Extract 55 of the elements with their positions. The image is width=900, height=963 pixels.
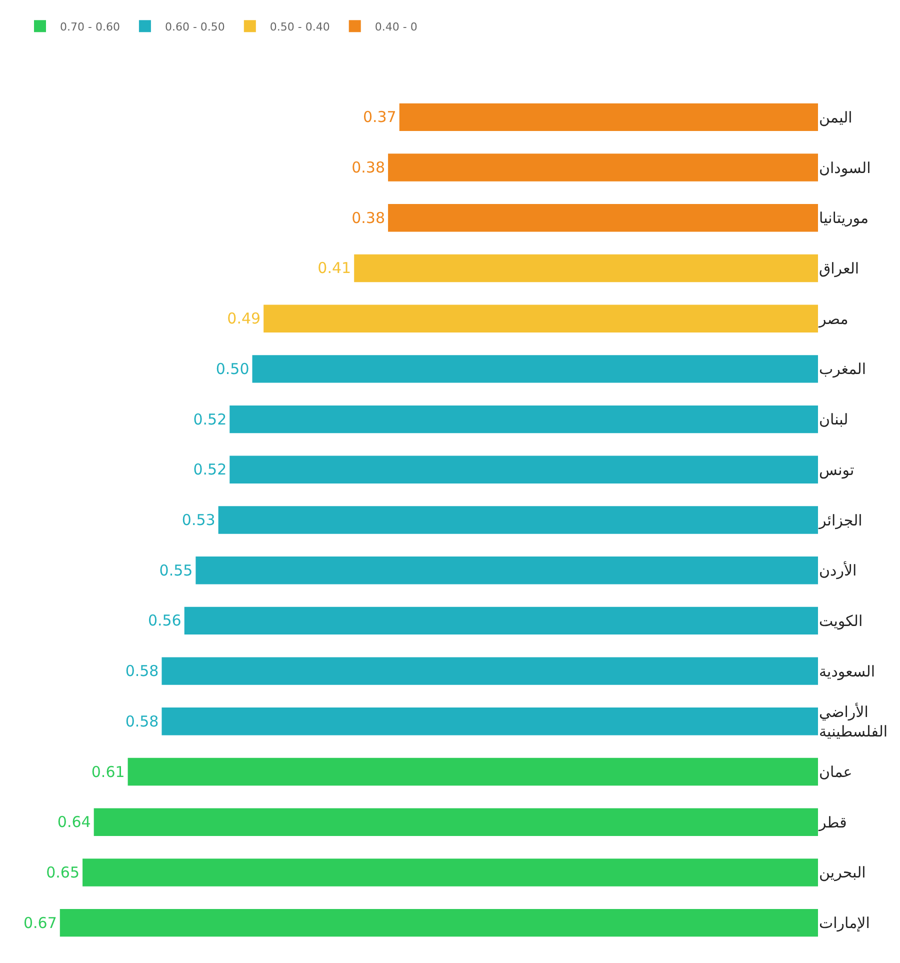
data-label: 0.56: [148, 612, 182, 630]
bar: [399, 103, 818, 132]
y-tick-label: الأردن: [819, 560, 857, 580]
y-tick-label: مصر: [818, 310, 848, 328]
y-tick-label: اليمن: [819, 108, 852, 126]
data-label: 0.52: [193, 460, 227, 479]
y-tick-label: الإمارات: [819, 914, 870, 932]
bar: [388, 154, 818, 182]
bar: [162, 657, 818, 685]
y-tick-label: الجزائر: [818, 511, 862, 530]
bar: [128, 758, 818, 786]
data-label: 0.55: [159, 561, 193, 580]
bar: [60, 908, 818, 937]
bar: [252, 355, 818, 383]
bar: [82, 858, 818, 886]
data-label: 0.41: [318, 259, 352, 278]
data-label: 0.61: [91, 762, 125, 781]
data-label: 0.65: [46, 863, 80, 882]
y-tick-label: لبنان: [819, 410, 848, 429]
bar: [230, 405, 818, 434]
data-label: 0.58: [125, 712, 159, 730]
y-tick-label: تونس: [819, 460, 854, 479]
data-label: 0.37: [362, 108, 396, 126]
bar: [264, 304, 818, 332]
bar: [162, 708, 818, 736]
y-tick-label: عمان: [819, 763, 852, 782]
y-tick-label: قطر: [818, 813, 847, 832]
y-tick-label: الأراضي الفلسطينية: [819, 702, 888, 740]
bar: [354, 254, 818, 282]
y-tick-label: العراق: [819, 259, 860, 278]
bar: [184, 606, 818, 635]
data-label: 0.38: [352, 208, 386, 227]
data-label: 0.53: [182, 511, 216, 529]
legend-label: 0.40 - 0: [374, 20, 418, 34]
bar: [94, 808, 818, 836]
bar: [196, 556, 818, 584]
data-label: 0.49: [227, 310, 261, 328]
bar: [388, 204, 818, 232]
legend-label: 0.60 - 0.50: [164, 20, 225, 34]
data-label: 0.64: [57, 813, 91, 832]
data-label: 0.52: [193, 410, 227, 428]
data-label: 0.38: [352, 158, 386, 177]
bar: [218, 506, 818, 534]
y-tick-label: السودان: [819, 158, 871, 177]
legend-label: 0.70 - 0.60: [60, 20, 120, 34]
legend-label: 0.50 - 0.40: [270, 20, 330, 34]
y-tick-label: البحرين: [819, 864, 866, 882]
data-label: 0.50: [216, 360, 250, 378]
data-label: 0.67: [23, 914, 57, 932]
y-tick-label: المغرب: [819, 360, 866, 378]
y-tick-label: الكويت: [819, 612, 863, 630]
y-tick-label: السعودية: [819, 662, 876, 680]
data-label: 0.58: [125, 662, 159, 680]
bar: [230, 456, 818, 484]
y-tick-label: موريتانيا: [819, 209, 869, 228]
